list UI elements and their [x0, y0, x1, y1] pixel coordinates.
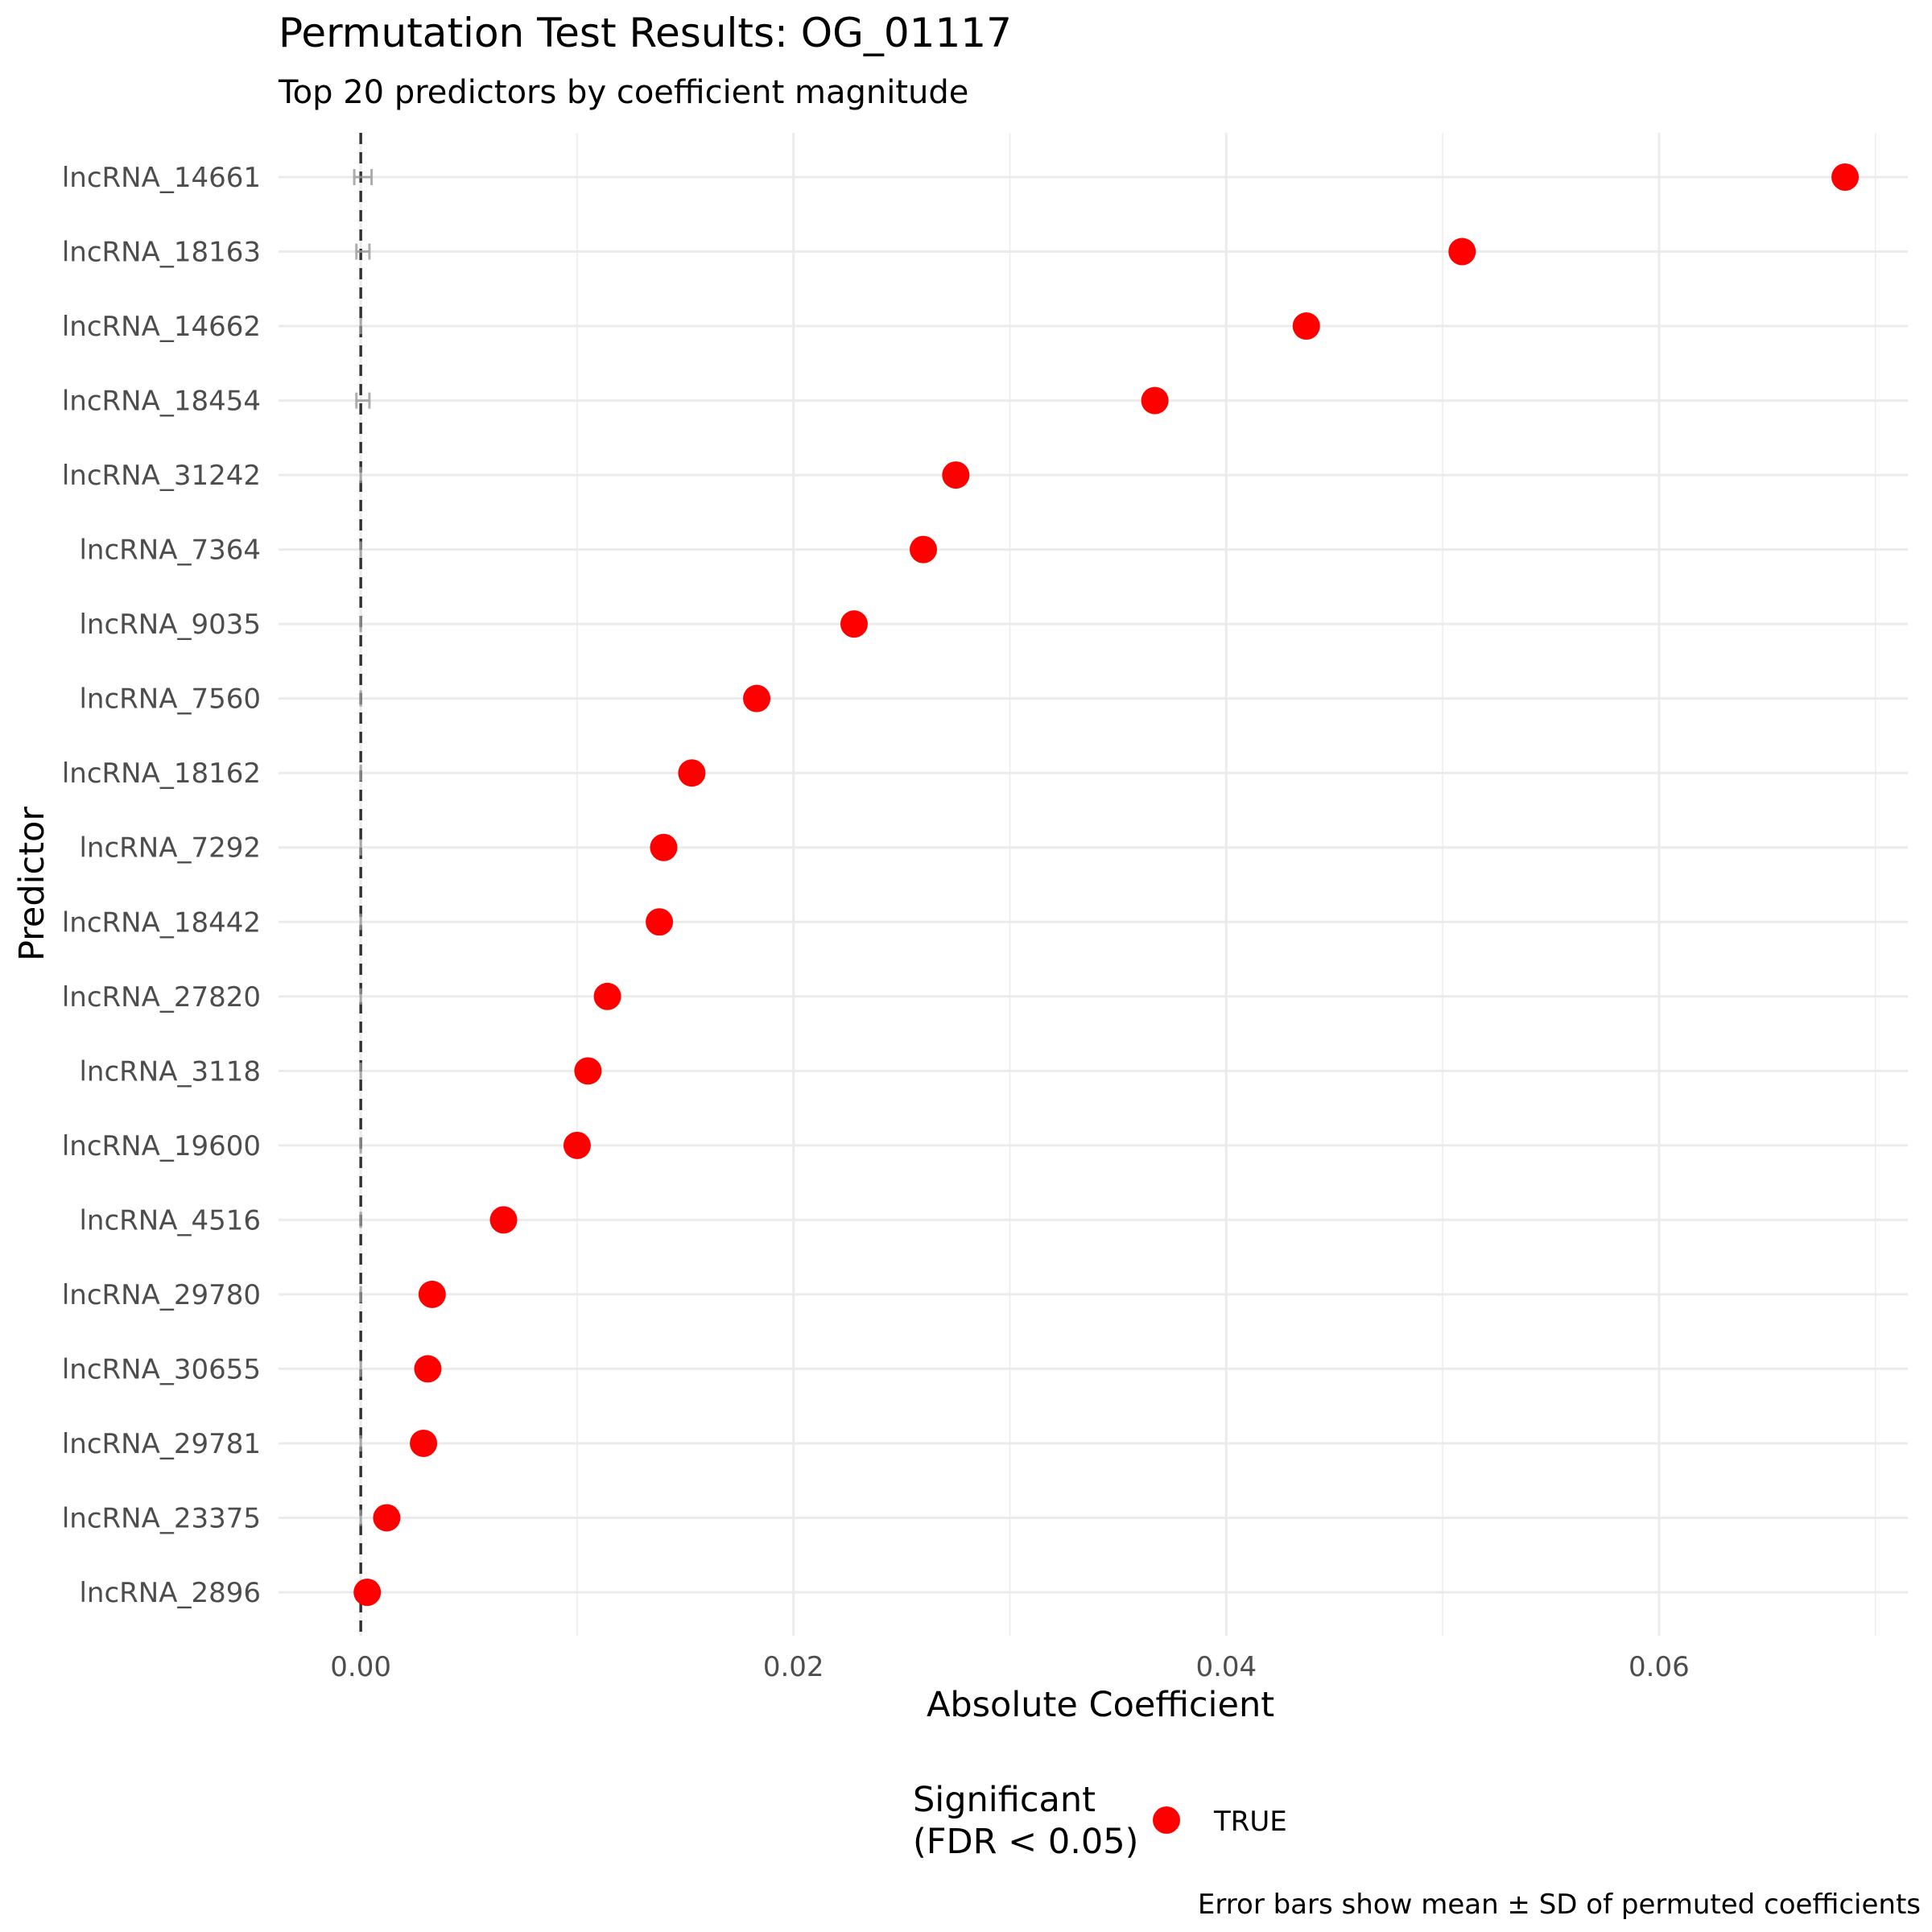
data-point: [646, 908, 674, 936]
y-tick-label: lncRNA_23375: [62, 1502, 261, 1534]
data-point: [418, 1280, 446, 1308]
data-point: [410, 1429, 438, 1457]
y-tick-label: lncRNA_27820: [62, 981, 261, 1013]
y-tick-label: lncRNA_18442: [62, 906, 261, 939]
data-point: [574, 1057, 602, 1085]
x-tick-labels: 0.00 0.02 0.04 0.06: [330, 1651, 1689, 1683]
y-axis-title: Predictor: [12, 807, 52, 961]
data-point: [414, 1355, 442, 1383]
data-point: [353, 1579, 382, 1606]
data-point: [678, 759, 706, 787]
error-bars: [353, 169, 374, 1600]
data-point: [743, 684, 771, 712]
y-tick-label: lncRNA_7560: [79, 683, 261, 716]
data-point: [1292, 312, 1320, 341]
y-tick-label: lncRNA_2896: [79, 1577, 261, 1609]
error-bar: [355, 392, 371, 409]
data-point: [909, 535, 937, 564]
x-tick-label: 0.04: [1195, 1651, 1257, 1683]
y-tick-label: lncRNA_4516: [79, 1204, 261, 1236]
grid-lines: [279, 133, 1908, 1636]
x-tick-label: 0.06: [1629, 1651, 1690, 1683]
x-tick-label: 0.00: [330, 1651, 391, 1683]
error-bar: [355, 243, 371, 260]
y-tick-label: lncRNA_14662: [62, 311, 261, 343]
data-points: [353, 163, 1860, 1606]
data-point: [650, 833, 678, 861]
legend-title-line1: Significant: [913, 1780, 1096, 1820]
chart-caption: Error bars show mean ± SD of permuted co…: [1198, 1889, 1921, 1921]
data-point: [942, 461, 970, 489]
y-tick-label: lncRNA_9035: [79, 609, 261, 641]
x-tick-label: 0.02: [763, 1651, 824, 1683]
data-point: [1141, 386, 1169, 415]
y-tick-label: lncRNA_31242: [62, 460, 261, 492]
error-bar: [353, 169, 374, 185]
y-tick-label: lncRNA_14661: [62, 162, 261, 194]
y-tick-label: lncRNA_7292: [79, 832, 261, 865]
data-point: [373, 1504, 401, 1532]
y-tick-label: lncRNA_29780: [62, 1279, 261, 1311]
chart-subtitle: Top 20 predictors by coefficient magnitu…: [278, 74, 968, 111]
legend-key-true: [1153, 1806, 1180, 1834]
y-tick-label: lncRNA_18163: [62, 237, 261, 269]
data-point: [840, 610, 868, 638]
legend-label-true: TRUE: [1213, 1806, 1287, 1838]
legend: Significant (FDR < 0.05) TRUE: [913, 1780, 1287, 1862]
y-tick-labels: lncRNA_14661 lncRNA_18163 lncRNA_14662 lncR…: [62, 162, 261, 1609]
y-tick-label: lncRNA_7364: [79, 535, 261, 567]
chart-title: Permutation Test Results: OG_01117: [279, 10, 1012, 56]
y-tick-label: lncRNA_18162: [62, 758, 261, 790]
data-point: [593, 982, 621, 1010]
data-point: [1448, 237, 1476, 266]
data-point: [489, 1206, 518, 1234]
y-tick-label: lncRNA_3118: [79, 1055, 261, 1088]
data-point: [563, 1131, 591, 1159]
x-axis-title: Absolute Coefficient: [927, 1685, 1274, 1725]
y-tick-label: lncRNA_19600: [62, 1130, 261, 1162]
data-point: [1831, 163, 1860, 191]
legend-title-line2: (FDR < 0.05): [913, 1822, 1138, 1862]
y-tick-label: lncRNA_30655: [62, 1353, 261, 1385]
y-tick-label: lncRNA_18454: [62, 386, 261, 418]
y-tick-label: lncRNA_29781: [62, 1428, 261, 1460]
